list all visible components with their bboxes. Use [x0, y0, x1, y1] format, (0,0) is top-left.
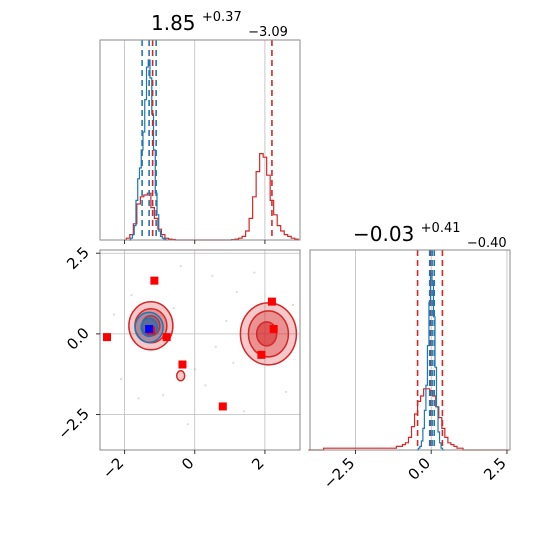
panel2-x-tick-label-1: 0: [178, 454, 197, 473]
panel2-x-tick-label-0: −2: [99, 454, 127, 482]
panel1-title-value: 1.85: [151, 11, 196, 35]
panel3-x-ticks: −2.5 0.0 2.5: [320, 454, 510, 492]
panel2-sample-dot-7: [186, 423, 189, 426]
panel2-frame: [99, 249, 301, 451]
panel3-x-tick-label-0: −2.5: [320, 454, 358, 492]
panel1-title-minus: −3.09: [248, 25, 288, 40]
panel2-marker-blue-0: [145, 325, 154, 334]
panel3-hist-red: [308, 388, 509, 451]
panel2-sample-dot-11: [253, 271, 256, 274]
panel2-sample-dot-19: [291, 303, 295, 306]
panel2-sample-dot-13: [162, 394, 165, 397]
panel2-marker-red-1: [150, 276, 159, 285]
panel2-sample-dot-16: [214, 345, 217, 348]
panel2-sample-dot-17: [235, 290, 238, 294]
panel2-marker-red-5: [218, 402, 227, 411]
panel1-title-plus: +0.37: [202, 10, 242, 25]
panel2-sample-dot-1: [172, 306, 175, 310]
panel3-x-tick-label-1: 0.0: [404, 454, 434, 484]
panel2-sample-dot-0: [130, 294, 133, 297]
panel2-sample-dot-4: [211, 274, 214, 277]
panel1-hist-red: [125, 153, 299, 241]
panel2-x-tick-label-2: 2: [248, 454, 267, 473]
panel-1d-param2: [308, 249, 511, 454]
panel2-marker-red-8: [269, 325, 278, 334]
panel2-sample-dot-6: [242, 410, 245, 413]
panel3-title: −0.03 +0.41 −0.40: [353, 213, 507, 251]
panel2-marker-red-0: [103, 333, 112, 342]
panel2-sample-dot-5: [119, 377, 123, 381]
panel2-sample-dot-9: [225, 319, 228, 323]
panel3-title-plus: +0.41: [421, 221, 461, 236]
panel3-title-minus: −0.40: [467, 236, 507, 251]
panel2-x-ticks: −2 0 2: [99, 454, 268, 482]
panel2-marker-red-3: [162, 333, 171, 342]
panel2-sample-dot-15: [112, 313, 116, 316]
panel-1d-param1: [99, 39, 301, 244]
panel2-y-tick-label-0: −2.5: [54, 405, 92, 443]
panel3-x-tick-label-2: 2.5: [480, 454, 510, 484]
panel3-title-value: −0.03: [353, 222, 414, 246]
panel2-sample-dot-2: [204, 384, 207, 387]
panel2-sample-dot-10: [137, 397, 140, 400]
panel-2d-contour: [96, 249, 301, 454]
panel2-contour-red-small: [175, 370, 186, 382]
panel1-title: 1.85 +0.37 −3.09: [151, 2, 288, 40]
panel2-y-tick-label-1: 0.0: [63, 324, 93, 354]
panel2-marker-red-7: [267, 297, 276, 306]
panel2-marker-red-4: [178, 360, 187, 369]
panel2-sample-dot-18: [179, 265, 182, 268]
panel2-marker-red-6: [257, 350, 266, 359]
panel2-y-ticks: −2.5 0.0 2.5: [54, 243, 92, 443]
panel1-hist-blue: [128, 59, 168, 241]
panel2-y-tick-label-2: 2.5: [63, 243, 93, 273]
panel3-hist-blue: [416, 273, 445, 451]
panel3-frame: [309, 249, 511, 451]
panel2-sample-dot-12: [193, 368, 196, 371]
panel2-sample-dot-8: [284, 390, 288, 394]
panel2-sample-dot-3: [232, 361, 235, 365]
panel1-frame: [99, 39, 301, 241]
